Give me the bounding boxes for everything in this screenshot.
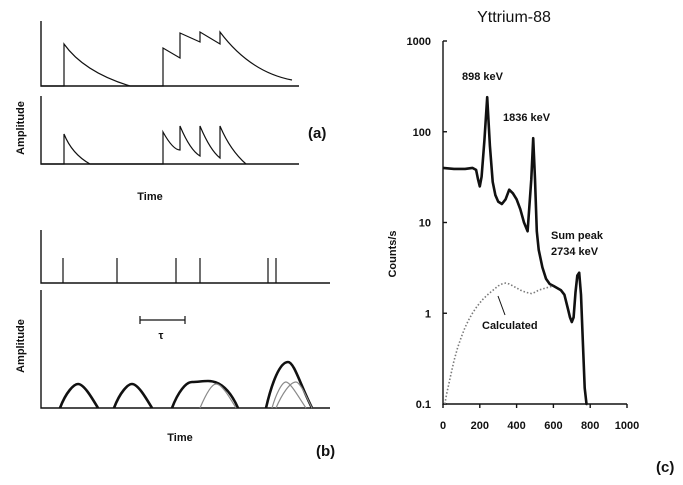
annotation-898-kev: 898 keV (462, 71, 504, 83)
panel-c-chart: Yttrium-88 0 200 400 600 800 1000 0.1 1 10 100 10… (387, 9, 674, 476)
annotation-calculated: Calculated (482, 320, 538, 332)
x-tick-label: 0 (440, 420, 446, 432)
y-tick-labels: 0.1 1 10 100 1000 (407, 36, 431, 411)
x-tick-label: 200 (471, 420, 489, 432)
panel-b-xlabel: Time (167, 432, 192, 444)
y-tick-label: 1000 (407, 36, 431, 48)
chart-title: Yttrium-88 (477, 9, 551, 26)
panel-a-upper-trace (41, 30, 293, 87)
chart-ylabel: Counts/s (387, 230, 399, 277)
panel-b-pulse-markers (62, 258, 277, 283)
tau-label: τ (159, 330, 164, 342)
annotation-2734-kev: 2734 keV (551, 246, 599, 258)
panel-a-lower-trace (41, 125, 247, 165)
calculated-leader-line (497, 295, 506, 316)
y-tick-label: 1 (425, 308, 431, 320)
panel-a-lower-axes (40, 96, 299, 165)
x-tick-label: 1000 (615, 420, 639, 432)
panel-a-ylabel: Amplitude (15, 101, 27, 155)
panel-a-label: (a) (308, 125, 326, 142)
panel-b-ylabel: Amplitude (15, 319, 27, 373)
panel-c-label: (c) (656, 459, 674, 476)
panel-b-label: (b) (316, 443, 335, 460)
x-tick-label: 800 (581, 420, 599, 432)
chart-ticks (442, 40, 628, 408)
annotation-sum-peak: Sum peak (551, 230, 604, 242)
x-tick-label: 600 (544, 420, 562, 432)
panel-b: τ Amplitude Time (b) (15, 230, 335, 460)
y-tick-label: 100 (413, 127, 431, 139)
panel-b-upper-axes (40, 230, 330, 284)
panel-b-lower-axes (40, 290, 330, 409)
x-tick-labels: 0 200 400 600 800 1000 (440, 420, 639, 432)
y-tick-label: 0.1 (416, 399, 431, 411)
y-tick-label: 10 (419, 218, 431, 230)
panel-b-shaped-pulses (58, 360, 314, 409)
x-tick-label: 400 (507, 420, 525, 432)
series-measured-spectrum (442, 95, 588, 406)
chart-axes (442, 41, 627, 405)
panel-a: Amplitude Time (a) (15, 21, 326, 203)
series-calculated (444, 282, 554, 405)
panel-a-xlabel: Time (137, 191, 162, 203)
panel-b-component-pulses (199, 381, 313, 409)
panel-a-upper-axes (40, 21, 299, 87)
annotation-1836-kev: 1836 keV (503, 112, 551, 124)
tau-interval-bar (139, 316, 186, 324)
